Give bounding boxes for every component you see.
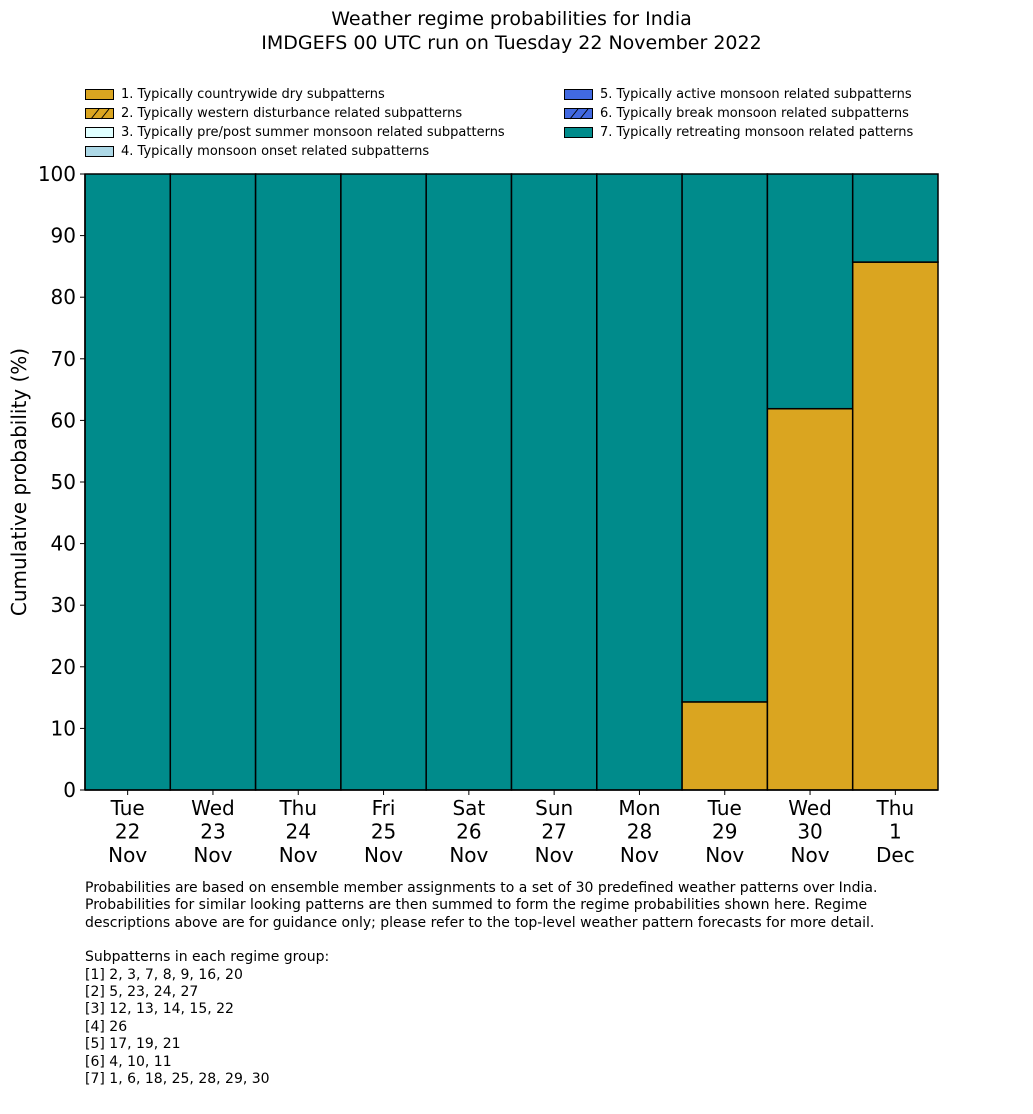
x-tick-label: Sun (535, 796, 573, 820)
x-tick-label: 1 (889, 820, 902, 844)
x-tick-label: Sat (452, 796, 485, 820)
subpattern-line: [3] 12, 13, 14, 15, 22 (85, 1001, 234, 1018)
x-tick-label: 25 (371, 820, 396, 844)
legend-swatch (85, 89, 114, 100)
y-tick-label: 60 (51, 408, 76, 432)
x-tick-label: Nov (791, 843, 830, 867)
x-tick-label: Nov (535, 843, 574, 867)
x-tick-label: 22 (115, 820, 140, 844)
bar-segment (681, 701, 769, 791)
bar-segment (340, 173, 427, 791)
x-tick-label: Nov (705, 843, 744, 867)
x-tick-label: 23 (200, 820, 225, 844)
subpattern-line: [6] 4, 10, 11 (85, 1053, 172, 1070)
bar-segment (425, 173, 513, 791)
x-tick-label: Nov (449, 843, 488, 867)
bar-segment (596, 173, 683, 791)
y-axis-label: Cumulative probability (%) (7, 348, 31, 616)
y-tick-label: 0 (63, 778, 76, 802)
legend-label: 3. Typically pre/post summer monsoon rel… (121, 125, 505, 140)
x-tick-label: Thu (278, 796, 317, 820)
x-tick-label: 28 (627, 820, 652, 844)
legend-swatch (564, 89, 593, 100)
subpattern-line: [2] 5, 23, 24, 27 (85, 983, 199, 1000)
x-tick-label: Wed (191, 796, 235, 820)
legend-label: 5. Typically active monsoon related subp… (600, 87, 912, 102)
legend-swatch (85, 146, 114, 157)
y-tick-label: 20 (51, 655, 76, 679)
y-tick-label: 50 (51, 470, 76, 494)
chart-title: Weather regime probabilities for India (331, 8, 692, 30)
y-tick-label: 100 (38, 162, 76, 186)
x-tick-label: Nov (108, 843, 147, 867)
legend-swatch (564, 127, 593, 138)
subpatterns-heading: Subpatterns in each regime group: (85, 949, 330, 965)
legend-label: 6. Typically break monsoon related subpa… (600, 106, 909, 121)
x-tick-label: 30 (797, 820, 822, 844)
x-tick-label: 27 (541, 820, 566, 844)
axes-group: 0102030405060708090100Tue22NovWed23NovTh… (38, 162, 938, 867)
bar-segment (851, 173, 939, 263)
bar-segment (681, 173, 769, 703)
legend-swatch (85, 127, 114, 138)
legend-label: 1. Typically countrywide dry subpatterns (121, 87, 385, 102)
legend-swatch (85, 108, 114, 120)
x-tick-label: Wed (788, 796, 832, 820)
x-tick-label: Mon (618, 796, 660, 820)
bar-segment (84, 173, 172, 791)
subpattern-line: [1] 2, 3, 7, 8, 9, 16, 20 (85, 966, 243, 983)
legend-label: 7. Typically retreating monsoon related … (600, 125, 914, 140)
note-line: Probabilities are based on ensemble memb… (85, 880, 878, 896)
x-tick-label: Nov (193, 843, 232, 867)
x-tick-label: 26 (456, 820, 481, 844)
x-tick-label: Nov (364, 843, 403, 867)
bar-segment (254, 173, 342, 791)
y-tick-label: 10 (51, 716, 76, 740)
bar-segment (766, 407, 854, 791)
x-tick-label: Thu (876, 796, 915, 820)
bar-segment (851, 261, 939, 791)
x-tick-label: Fri (372, 796, 396, 820)
x-tick-label: Tue (110, 796, 145, 820)
x-tick-label: Tue (707, 796, 742, 820)
subpattern-line: [7] 1, 6, 18, 25, 28, 29, 30 (85, 1070, 270, 1087)
bar-segment (766, 173, 854, 410)
legend-label: 2. Typically western disturbance related… (121, 106, 463, 121)
chart-subtitle: IMDGEFS 00 UTC run on Tuesday 22 Novembe… (261, 32, 762, 54)
subpattern-line: [4] 26 (85, 1018, 128, 1035)
y-tick-label: 40 (51, 532, 76, 556)
x-tick-label: Nov (279, 843, 318, 867)
bar-segment (169, 173, 257, 791)
chart: 0102030405060708090100Tue22NovWed23NovTh… (7, 162, 939, 867)
y-tick-label: 80 (51, 285, 76, 309)
x-tick-label: Nov (620, 843, 659, 867)
bar-segment (510, 173, 598, 791)
y-tick-label: 30 (51, 593, 76, 617)
y-tick-label: 90 (51, 224, 76, 248)
legend-label: 4. Typically monsoon onset related subpa… (121, 144, 430, 159)
y-tick-label: 70 (51, 347, 76, 371)
subpattern-line: [5] 17, 19, 21 (85, 1036, 181, 1053)
legend-swatch (564, 108, 593, 120)
x-tick-label: Dec (876, 843, 915, 867)
bars-group (84, 173, 939, 791)
x-tick-label: 24 (286, 820, 311, 844)
note-line: descriptions above are for guidance only… (85, 914, 875, 931)
x-tick-label: 29 (712, 820, 737, 844)
note-line: Probabilities for similar looking patter… (85, 897, 868, 914)
